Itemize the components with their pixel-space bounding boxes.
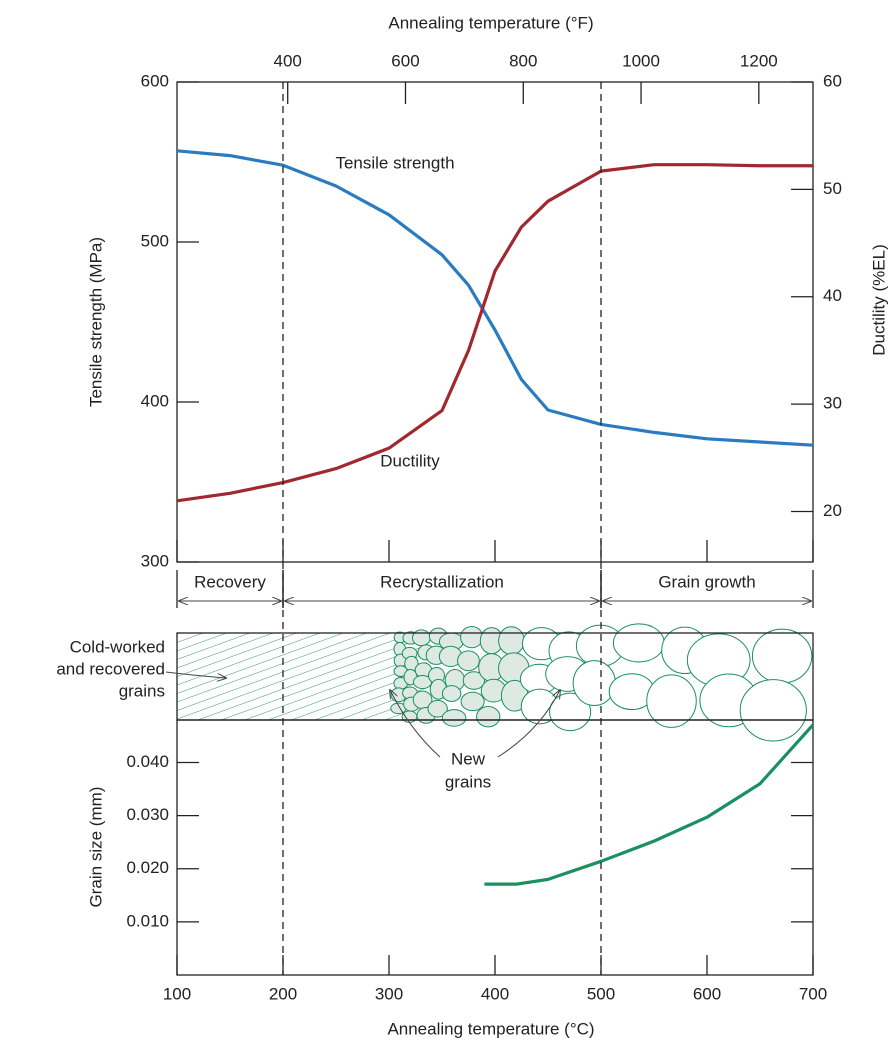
y-tick-label: 0.020 xyxy=(126,858,169,877)
y2-tick-label: 30 xyxy=(823,394,842,413)
region-label: Grain growth xyxy=(658,572,755,591)
x2-tick-label: 600 xyxy=(391,51,419,70)
microstructure-clip xyxy=(813,625,892,725)
y2-tick-label: 20 xyxy=(823,501,842,520)
y-tick-label: 0.040 xyxy=(126,752,169,771)
grain xyxy=(499,627,525,655)
annotation: grains xyxy=(445,772,491,791)
series-label: Ductility xyxy=(380,451,440,470)
y-tick-label: 0.030 xyxy=(126,805,169,824)
grain xyxy=(752,629,811,683)
microstructure xyxy=(177,624,892,741)
grain xyxy=(461,692,484,710)
x-axis-title: Annealing temperature (°C) xyxy=(387,1019,594,1038)
y-tick-label: 600 xyxy=(141,71,169,90)
grain xyxy=(740,680,806,741)
region-label: Recovery xyxy=(194,572,266,591)
x-tick-label: 400 xyxy=(481,984,509,1003)
grain xyxy=(461,627,483,648)
grain xyxy=(458,651,480,671)
data-line xyxy=(484,725,813,884)
y2-tick-label: 40 xyxy=(823,286,842,305)
grain xyxy=(573,661,615,706)
x2-tick-label: 1000 xyxy=(622,51,660,70)
x2-tick-label: 800 xyxy=(509,51,537,70)
y-tick-label: 0.010 xyxy=(126,911,169,930)
grain xyxy=(442,686,460,702)
grain xyxy=(477,707,500,727)
grain xyxy=(402,711,417,722)
annotation: New xyxy=(451,749,486,768)
x2-tick-label: 1200 xyxy=(740,51,778,70)
y2-tick-label: 50 xyxy=(823,179,842,198)
figure: Annealing temperature (°F) Tensile stren… xyxy=(0,0,892,1044)
x-tick-label: 200 xyxy=(269,984,297,1003)
x-tick-label: 300 xyxy=(375,984,403,1003)
y-tick-label: 500 xyxy=(141,231,169,250)
grain xyxy=(413,630,431,646)
x-tick-label: 500 xyxy=(587,984,615,1003)
y2-tick-label: 60 xyxy=(823,71,842,90)
y2-axis-title: Ductility (%EL) xyxy=(869,244,888,355)
y-tick-label: 300 xyxy=(141,551,169,570)
bottom-plot-frame xyxy=(177,720,813,975)
x2-tick-label: 400 xyxy=(274,51,302,70)
region-label: Recrystallization xyxy=(380,572,504,591)
y-tick-label: 400 xyxy=(141,391,169,410)
x-tick-label: 600 xyxy=(693,984,721,1003)
annotation: Cold-worked xyxy=(70,637,165,656)
x-tick-label: 100 xyxy=(163,984,191,1003)
data-line xyxy=(177,151,813,445)
grain xyxy=(613,624,664,662)
grain-y-axis-title: Grain size (mm) xyxy=(86,787,105,908)
top-plot-frame xyxy=(177,82,813,562)
top-axis-title: Annealing temperature (°F) xyxy=(388,13,593,32)
x-tick-label: 700 xyxy=(799,984,827,1003)
series-label: Tensile strength xyxy=(335,153,454,172)
annotation: and recovered xyxy=(56,659,165,678)
annotation: grains xyxy=(119,681,165,700)
y-axis-title: Tensile strength (MPa) xyxy=(86,237,105,407)
grain xyxy=(442,710,466,727)
